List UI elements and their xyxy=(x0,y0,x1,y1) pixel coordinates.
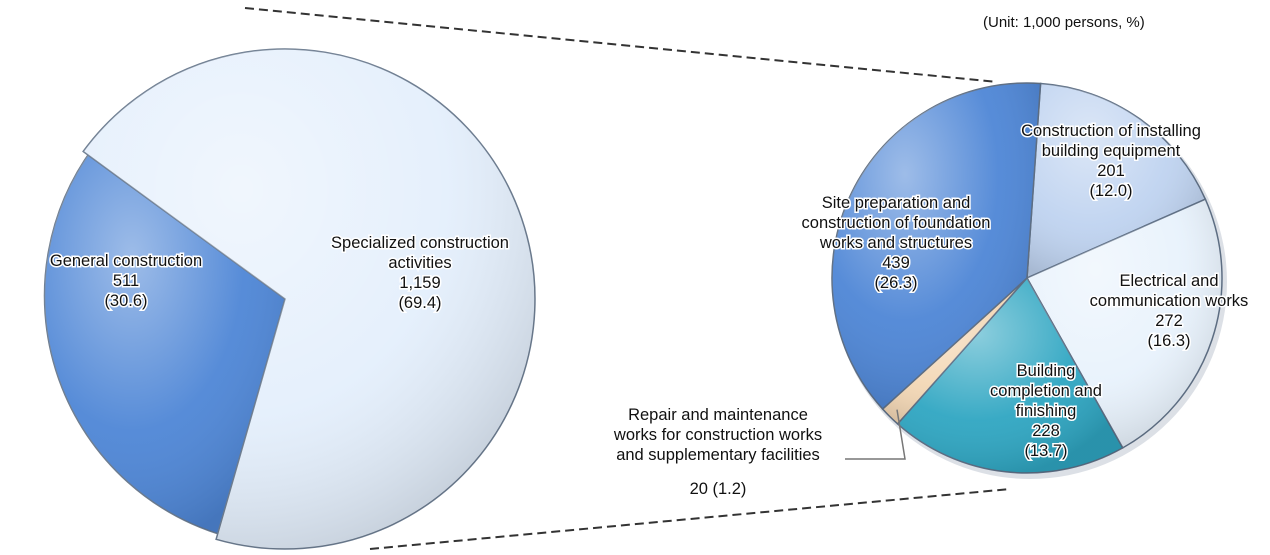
slice-name-text: Electrical and xyxy=(1119,272,1218,290)
right-pie-slice-building-completion-and-finishing xyxy=(896,276,1124,474)
slice-name-text: Construction of installing xyxy=(1021,122,1201,140)
slice-name-text: General construction xyxy=(50,252,202,270)
right-pie-wedge-shading xyxy=(1027,83,1206,278)
slice-percent-text: (30.6) xyxy=(104,292,147,310)
slice-value-text: 439 xyxy=(882,254,910,272)
right-pie-wedge-shading xyxy=(882,278,1027,424)
slice-name-text: communication works xyxy=(1090,292,1249,310)
right-label-electrical-and-communication-works: Electrical and communication works 272 (16.… xyxy=(1088,271,1250,352)
slice-name-text: completion and xyxy=(990,382,1102,400)
left-label-specialized-construction-activities: Specialized construction activities 1,159 (… xyxy=(330,233,511,314)
slice-name-text: construction of foundation xyxy=(802,214,991,232)
slice-name-text: works for construction works xyxy=(613,426,822,444)
left-pie-wedge-shading xyxy=(83,49,535,550)
left-label-general-construction: General construction 511 (30.6) xyxy=(48,251,203,312)
connector-line-bottom xyxy=(369,488,1011,550)
slice-name-text: finishing xyxy=(1016,402,1077,420)
right-pie-wedge-shading xyxy=(1027,199,1223,448)
left-pie-slice-general-construction xyxy=(43,147,296,538)
slice-name-text: building equipment xyxy=(1042,142,1181,160)
right-pie-slice-electrical-and-communication-works xyxy=(1025,198,1223,449)
unit-note: (Unit: 1,000 persons, %) xyxy=(983,14,1145,31)
right-label-site-preparation-and-construction-of-foundation-works-and-structures: Site preparation and construction of foun… xyxy=(800,193,992,294)
slice-percent-text: (13.7) xyxy=(1024,442,1067,460)
right-label-building-completion-and-finishing: Building completion and finishing 228 (13.7) xyxy=(989,361,1104,462)
right-pie-slice-construction-of-installing-building-equipment xyxy=(1026,82,1207,280)
slice-value-text: 511 xyxy=(113,272,139,290)
slice-value-text: 1,159 xyxy=(399,274,440,292)
right-label-repair-and-maintenance-works-for-construction-works-and-supplementary-facilities: Repair and maintenance works for construc… xyxy=(613,406,822,498)
slice-name-text: Building xyxy=(1017,362,1076,380)
slice-percent-text: (16.3) xyxy=(1147,332,1190,350)
slice-value-text: 272 xyxy=(1155,312,1183,330)
slice-name-text: Specialized construction xyxy=(331,234,509,252)
slice-name-text: and supplementary facilities xyxy=(616,446,820,464)
right-pie-wedge-shading xyxy=(832,83,1041,410)
right-pie-wedge-shading xyxy=(897,278,1123,474)
slice-percent-text: (26.3) xyxy=(874,274,917,292)
slice-value-text: 201 xyxy=(1097,162,1125,180)
slice-percent-text: (12.0) xyxy=(1089,182,1132,200)
right-label-construction-of-installing-building-equipment: Construction of installing building equip… xyxy=(1020,121,1203,202)
slice-value-text: 228 xyxy=(1032,422,1060,440)
slice-name-text: Repair and maintenance xyxy=(628,406,808,424)
leader-line-repair xyxy=(845,409,906,460)
slice-percent-text: (69.4) xyxy=(398,294,441,312)
slice-name-text: works and structures xyxy=(819,234,972,252)
right-pie-slice-site-preparation-and-construction-of-foundation-works-and-structures xyxy=(831,82,1042,411)
slice-value-text: 20 (1.2) xyxy=(690,480,747,498)
slice-name-text: Site preparation and xyxy=(822,194,971,212)
left-pie-wedge-shading xyxy=(44,148,295,537)
left-pie-slice-specialized-construction-activities xyxy=(82,48,536,550)
slice-name-text: activities xyxy=(388,254,451,272)
